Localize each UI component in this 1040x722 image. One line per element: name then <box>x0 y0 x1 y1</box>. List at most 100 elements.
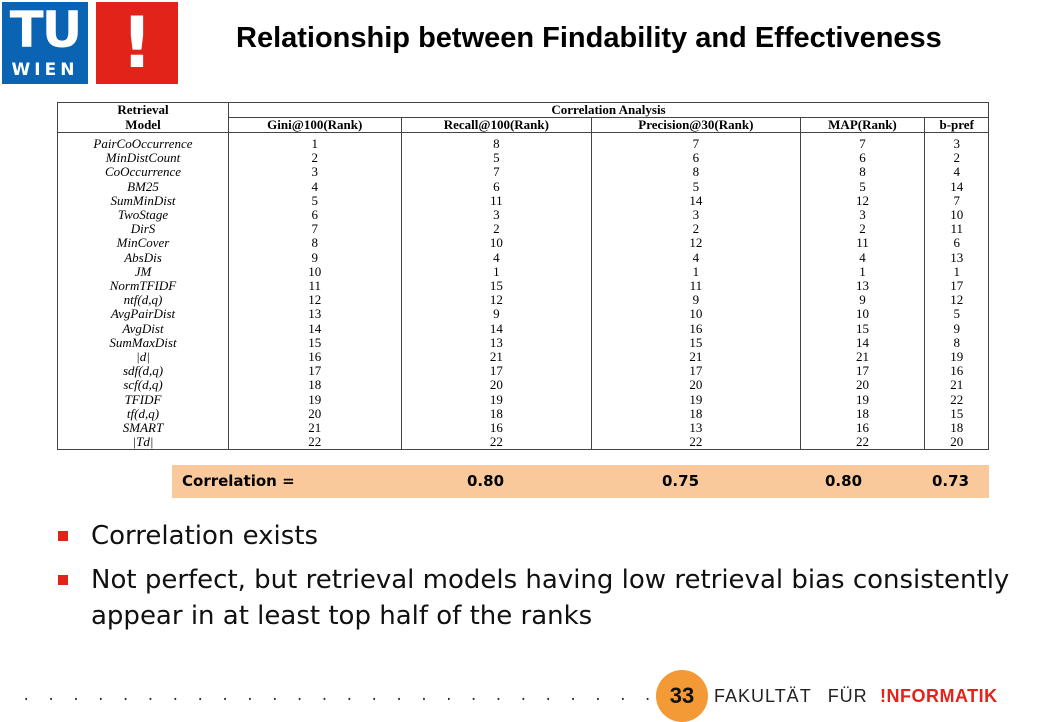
rank-cell: 15 <box>401 278 593 294</box>
rank-cell: 15 <box>800 321 926 336</box>
rank-cell: 10 <box>800 307 926 322</box>
model-name-cell: TFIDF <box>57 392 229 407</box>
table-row: CoOccurrence 3 7 8 8 4 <box>57 165 989 180</box>
rank-cell: 16 <box>800 420 926 436</box>
rank-cell: 8 <box>800 165 926 180</box>
bullet-square-icon <box>58 575 68 585</box>
rank-cell: 12 <box>924 293 989 308</box>
model-name-cell: |Td| <box>57 435 229 451</box>
rank-cell: 19 <box>800 392 926 407</box>
table-row: SMART 21 16 13 16 18 <box>57 420 989 436</box>
rank-cell: 22 <box>591 435 801 451</box>
table-row: MinDistCount 2 5 6 6 2 <box>57 151 989 166</box>
rank-cell: 16 <box>591 321 801 336</box>
tu-logo-city: WIEN <box>11 60 79 80</box>
rank-cell: 14 <box>924 179 989 194</box>
spacer-cell <box>800 132 926 137</box>
model-name-cell: scf(d,q) <box>57 378 229 393</box>
table-row: MinCover 8 10 12 11 6 <box>57 236 989 251</box>
rank-cell: 6 <box>924 236 989 251</box>
correlation-value-gini-recall: 0.80 <box>467 472 505 490</box>
table-row: TFIDF 19 19 19 19 22 <box>57 392 989 407</box>
ranking-table: Retrieval Correlation Analysis Model Gin… <box>57 102 989 451</box>
rank-cell: 5 <box>228 193 402 209</box>
rank-cell: 10 <box>591 307 801 322</box>
rank-cell: 4 <box>924 165 989 180</box>
rank-cell: 21 <box>228 420 402 436</box>
rank-cell: 2 <box>401 222 593 237</box>
correlation-bar: Correlation = 0.80 0.75 0.80 0.73 <box>172 465 989 498</box>
rank-cell: 12 <box>591 236 801 251</box>
table-row: JM 10 1 1 1 1 <box>57 264 989 280</box>
table-row: AvgDist 14 14 16 15 9 <box>57 321 989 336</box>
rank-cell: 8 <box>228 236 402 251</box>
table-row: SumMinDist 5 11 14 12 7 <box>57 193 989 209</box>
rank-cell: 3 <box>591 207 801 223</box>
rank-cell: 1 <box>401 264 593 280</box>
rank-cell: 3 <box>924 136 989 152</box>
rank-cell: 11 <box>228 278 402 294</box>
rank-cell: 13 <box>228 307 402 322</box>
rank-cell: 12 <box>401 293 593 308</box>
rank-cell: 19 <box>924 349 989 365</box>
rank-cell: 17 <box>800 364 926 379</box>
model-name-cell: SumMaxDist <box>57 335 229 351</box>
rank-cell: 17 <box>401 364 593 379</box>
rank-cell: 7 <box>800 136 926 152</box>
model-name-cell: NormTFIDF <box>57 278 229 294</box>
rank-cell: 20 <box>924 435 989 451</box>
rank-cell: 19 <box>228 392 402 407</box>
model-name-cell: AbsDis <box>57 250 229 265</box>
table-row: NormTFIDF 11 15 11 13 17 <box>57 278 989 294</box>
rank-cell: 13 <box>591 420 801 436</box>
model-name-cell: MinDistCount <box>57 151 229 166</box>
rank-cell: 1 <box>924 264 989 280</box>
table-row: scf(d,q) 18 20 20 20 21 <box>57 378 989 393</box>
rank-cell: 10 <box>401 236 593 251</box>
rank-cell: 20 <box>401 378 593 393</box>
column-header: MAP(Rank) <box>800 117 926 133</box>
rank-cell: 9 <box>800 293 926 308</box>
rank-cell: 15 <box>591 335 801 351</box>
rank-cell: 22 <box>401 435 593 451</box>
bullet-text: Not perfect, but retrieval models having… <box>91 565 1010 631</box>
table-row: |Td| 22 22 22 22 20 <box>57 435 989 451</box>
rank-cell: 4 <box>800 250 926 265</box>
rank-cell: 4 <box>401 250 593 265</box>
exclamation-icon: ! <box>121 2 153 84</box>
rank-cell: 4 <box>591 250 801 265</box>
spacer-cell <box>591 132 801 137</box>
bullet-list: Correlation exists Not perfect, but retr… <box>58 518 1018 642</box>
correlation-value-gini-precision: 0.75 <box>662 472 700 490</box>
rank-cell: 11 <box>800 236 926 251</box>
rank-cell: 15 <box>924 406 989 422</box>
header-model: Model <box>57 117 229 133</box>
rank-cell: 9 <box>924 321 989 336</box>
rank-cell: 18 <box>401 406 593 422</box>
rank-cell: 8 <box>924 335 989 351</box>
table-row: AbsDis 9 4 4 4 13 <box>57 250 989 265</box>
column-header: Gini@100(Rank) <box>228 117 402 133</box>
table-row: BM25 4 6 5 5 14 <box>57 179 989 194</box>
rank-cell: 6 <box>591 151 801 166</box>
column-header: Precision@30(Rank) <box>591 117 801 133</box>
rank-cell: 5 <box>591 179 801 194</box>
slide-title: Relationship between Findability and Eff… <box>236 22 942 54</box>
rank-cell: 7 <box>228 222 402 237</box>
model-name-cell: AvgDist <box>57 321 229 336</box>
rank-cell: 8 <box>401 136 593 152</box>
rank-cell: 19 <box>401 392 593 407</box>
rank-cell: 13 <box>924 250 989 265</box>
rank-cell: 6 <box>800 151 926 166</box>
table-row: tf(d,q) 20 18 18 18 15 <box>57 406 989 422</box>
rank-cell: 13 <box>401 335 593 351</box>
rank-cell: 7 <box>401 165 593 180</box>
tu-logo-letters: TU <box>9 1 83 59</box>
faculty-word: FÜR <box>827 686 868 706</box>
exclamation-logo-block: ! <box>96 2 178 84</box>
table-row: PairCoOccurrence 1 8 7 7 3 <box>57 136 989 152</box>
rank-cell: 18 <box>591 406 801 422</box>
rank-cell: 6 <box>401 179 593 194</box>
rank-cell: 18 <box>228 378 402 393</box>
rank-cell: 12 <box>800 193 926 209</box>
